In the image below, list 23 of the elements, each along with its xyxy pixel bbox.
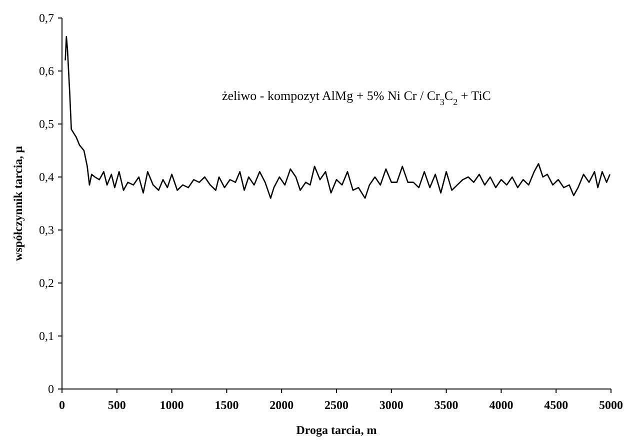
x-tick-label: 1000 (160, 398, 184, 412)
x-tick-label: 1500 (214, 398, 239, 412)
x-tick-label: 4500 (544, 398, 568, 412)
y-tick-label: 0,2 (39, 276, 54, 290)
x-tick-label: 0 (59, 398, 65, 412)
y-tick-label: 0,7 (39, 11, 54, 25)
x-tick-label: 2000 (270, 398, 294, 412)
y-tick-label: 0,1 (39, 329, 54, 343)
text: żeliwo - kompozyt AlMg + 5% Ni Cr / Cr$_{3}$C$_{2}$ + TiC (222, 88, 491, 107)
y-tick-label: 0,5 (39, 117, 54, 131)
y-tick-label: 0,6 (39, 64, 54, 78)
y-tick-label: 0,3 (39, 223, 54, 237)
x-tick-label: 5000 (599, 398, 623, 412)
x-tick-label: 4000 (489, 398, 514, 412)
x-tick-label: 3500 (434, 398, 458, 412)
x-tick-label: 2500 (324, 398, 348, 412)
y-tick-label: 0,4 (39, 170, 54, 184)
y-axis-title: współczynnik tarcia, μ (11, 146, 25, 261)
line-series (64, 36, 611, 199)
y-tick-label: 0 (48, 382, 54, 396)
x-tick-label: 3000 (379, 398, 404, 412)
x-axis-title: Droga tarcia, m (296, 423, 377, 437)
x-tick-label: 500 (108, 398, 126, 412)
